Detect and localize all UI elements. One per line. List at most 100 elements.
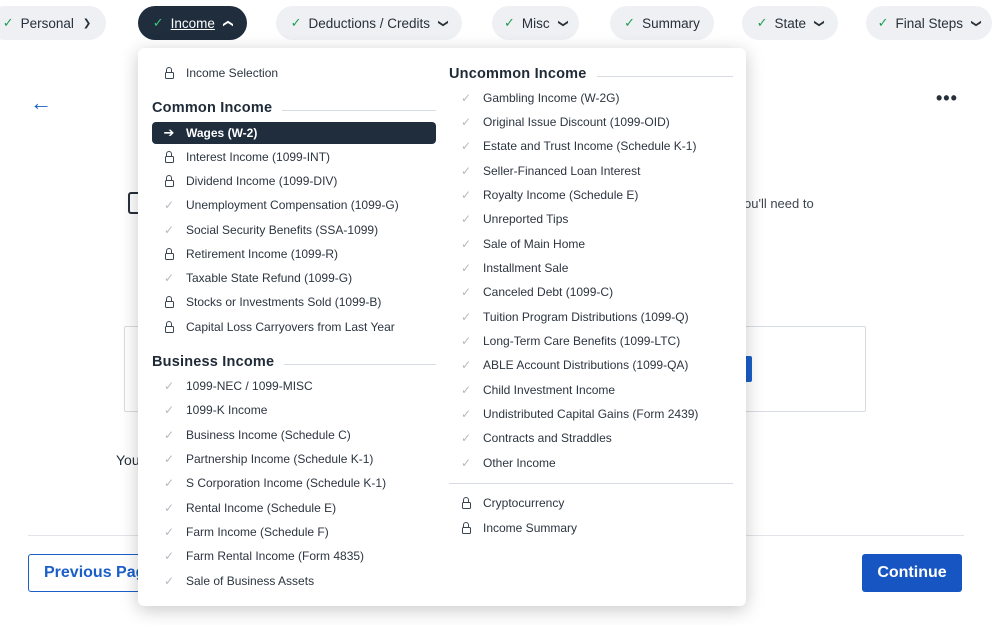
menu-item-royalty-income[interactable]: ✓ Royalty Income (Schedule E) (449, 184, 733, 206)
tab-summary[interactable]: ✓ Summary (610, 6, 714, 40)
partial-description-text: ou'll need to (744, 196, 814, 211)
tab-misc[interactable]: ✓ Misc ❯ (492, 6, 579, 40)
menu-item-taxable-state-refund[interactable]: ✓ Taxable State Refund (1099-G) (152, 267, 436, 289)
menu-item-wages[interactable]: ➔ Wages (W-2) (152, 122, 436, 144)
menu-item-label: Gambling Income (W-2G) (483, 91, 620, 105)
menu-item-original-issue-discount[interactable]: ✓ Original Issue Discount (1099-OID) (449, 111, 733, 133)
menu-item-dividend-income[interactable]: Dividend Income (1099-DIV) (152, 170, 436, 192)
menu-item-1099-nec-misc[interactable]: ✓ 1099-NEC / 1099-MISC (152, 375, 436, 397)
menu-item-label: Rental Income (Schedule E) (186, 501, 337, 515)
menu-item-label: 1099-K Income (186, 403, 268, 417)
menu-item-label: Capital Loss Carryovers from Last Year (186, 320, 395, 334)
menu-item-label: Tuition Program Distributions (1099-Q) (483, 310, 689, 324)
menu-item-retirement-income[interactable]: Retirement Income (1099-R) (152, 243, 436, 265)
check-icon: ✓ (460, 383, 472, 397)
menu-item-child-investment-income[interactable]: ✓ Child Investment Income (449, 379, 733, 401)
section-heading-common-income: Common Income (152, 98, 436, 118)
menu-item-contracts-straddles[interactable]: ✓ Contracts and Straddles (449, 427, 733, 449)
check-icon: ✓ (460, 91, 472, 105)
arrow-right-icon: ➔ (163, 125, 175, 140)
check-icon: ✓ (163, 379, 175, 393)
menu-item-income-selection[interactable]: Income Selection (152, 62, 436, 84)
top-nav: ✓ Personal ❯ ✓ Income ❯ ✓ Deductions / C… (0, 0, 1000, 46)
check-icon: ✓ (460, 285, 472, 299)
section-heading-business-income: Business Income (152, 352, 436, 372)
menu-item-label: Unemployment Compensation (1099-G) (186, 198, 399, 212)
menu-item-business-income[interactable]: ✓ Business Income (Schedule C) (152, 424, 436, 446)
menu-item-label: Sale of Main Home (483, 237, 586, 251)
menu-item-installment-sale[interactable]: ✓ Installment Sale (449, 257, 733, 279)
menu-item-1099-k[interactable]: ✓ 1099-K Income (152, 399, 436, 421)
menu-item-tuition-program[interactable]: ✓ Tuition Program Distributions (1099-Q) (449, 306, 733, 328)
check-icon: ✓ (460, 407, 472, 421)
check-icon: ✓ (163, 271, 175, 285)
menu-item-label: Income Selection (186, 66, 279, 80)
back-arrow-icon[interactable]: ← (30, 90, 52, 115)
check-icon: ✓ (163, 525, 175, 539)
menu-item-label: Sale of Business Assets (186, 574, 315, 588)
menu-item-rental-income[interactable]: ✓ Rental Income (Schedule E) (152, 497, 436, 519)
menu-item-social-security[interactable]: ✓ Social Security Benefits (SSA-1099) (152, 219, 436, 241)
check-icon: ✓ (163, 549, 175, 563)
menu-item-other-income[interactable]: ✓ Other Income (449, 452, 733, 474)
menu-item-label: Cryptocurrency (483, 496, 565, 510)
tab-label: Personal (20, 15, 74, 31)
menu-divider (449, 483, 733, 484)
check-icon: ✓ (460, 334, 472, 348)
menu-item-canceled-debt[interactable]: ✓ Canceled Debt (1099-C) (449, 281, 733, 303)
tab-label: Summary (642, 15, 700, 31)
check-icon: ✓ (163, 223, 175, 237)
menu-item-label: Other Income (483, 456, 556, 470)
check-icon: ✓ (152, 15, 164, 30)
menu-item-label: Retirement Income (1099-R) (186, 247, 339, 261)
tab-deductions-credits[interactable]: ✓ Deductions / Credits ❯ (276, 6, 462, 40)
menu-item-label: ABLE Account Distributions (1099-QA) (483, 358, 689, 372)
menu-item-farm-income[interactable]: ✓ Farm Income (Schedule F) (152, 521, 436, 543)
continue-button[interactable]: Continue (862, 554, 962, 592)
more-options-icon[interactable]: ••• (936, 88, 958, 108)
chevron-down-icon: ❯ (813, 18, 825, 28)
menu-item-label: Stocks or Investments Sold (1099-B) (186, 295, 382, 309)
menu-item-estate-trust-income[interactable]: ✓ Estate and Trust Income (Schedule K-1) (449, 135, 733, 157)
check-icon: ✓ (460, 164, 472, 178)
check-icon: ✓ (460, 456, 472, 470)
lock-icon (164, 248, 174, 260)
menu-item-unemployment[interactable]: ✓ Unemployment Compensation (1099-G) (152, 194, 436, 216)
tab-income[interactable]: ✓ Income ❯ (138, 6, 247, 40)
menu-item-partnership-income[interactable]: ✓ Partnership Income (Schedule K-1) (152, 448, 436, 470)
tab-personal[interactable]: ✓ Personal ❯ (0, 6, 106, 40)
menu-item-farm-rental-income[interactable]: ✓ Farm Rental Income (Form 4835) (152, 545, 436, 567)
check-icon: ✓ (163, 428, 175, 442)
menu-item-stocks-investments[interactable]: Stocks or Investments Sold (1099-B) (152, 291, 436, 313)
menu-item-capital-loss-carryovers[interactable]: Capital Loss Carryovers from Last Year (152, 316, 436, 338)
menu-item-long-term-care[interactable]: ✓ Long-Term Care Benefits (1099-LTC) (449, 330, 733, 352)
tab-label: Deductions / Credits (308, 15, 431, 31)
menu-item-label: Contracts and Straddles (483, 431, 612, 445)
tab-state[interactable]: ✓ State ❯ (742, 6, 838, 40)
menu-item-cryptocurrency[interactable]: Cryptocurrency (449, 492, 733, 514)
menu-item-sale-of-main-home[interactable]: ✓ Sale of Main Home (449, 233, 733, 255)
chevron-down-icon: ❯ (82, 17, 92, 29)
menu-item-label: Unreported Tips (483, 212, 569, 226)
check-icon: ✓ (460, 310, 472, 324)
menu-item-income-summary[interactable]: Income Summary (449, 517, 733, 539)
menu-item-unreported-tips[interactable]: ✓ Unreported Tips (449, 208, 733, 230)
menu-item-label: Business Income (Schedule C) (186, 428, 351, 442)
previous-page-button[interactable]: Previous Page (28, 554, 154, 592)
menu-item-seller-financed-loan[interactable]: ✓ Seller-Financed Loan Interest (449, 160, 733, 182)
menu-item-label: Original Issue Discount (1099-OID) (483, 115, 670, 129)
check-icon: ✓ (163, 476, 175, 490)
menu-item-label: Long-Term Care Benefits (1099-LTC) (483, 334, 681, 348)
tab-final-steps[interactable]: ✓ Final Steps ❯ (866, 6, 992, 40)
menu-item-label: Social Security Benefits (SSA-1099) (186, 223, 379, 237)
menu-item-label: Farm Rental Income (Form 4835) (186, 549, 365, 563)
menu-item-label: Wages (W-2) (186, 126, 258, 140)
menu-item-undistributed-capital-gains[interactable]: ✓ Undistributed Capital Gains (Form 2439… (449, 403, 733, 425)
menu-item-sale-of-business-assets[interactable]: ✓ Sale of Business Assets (152, 570, 436, 592)
menu-item-s-corporation-income[interactable]: ✓ S Corporation Income (Schedule K-1) (152, 472, 436, 494)
menu-item-interest-income[interactable]: Interest Income (1099-INT) (152, 146, 436, 168)
menu-item-gambling-income[interactable]: ✓ Gambling Income (W-2G) (449, 87, 733, 109)
chevron-down-icon: ❯ (557, 18, 569, 28)
check-icon: ✓ (163, 501, 175, 515)
menu-item-able-account[interactable]: ✓ ABLE Account Distributions (1099-QA) (449, 354, 733, 376)
